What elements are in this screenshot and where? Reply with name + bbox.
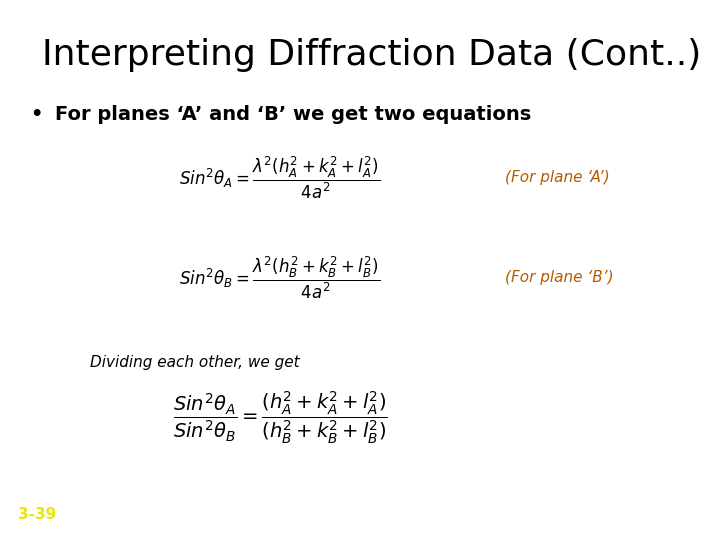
Text: Interpreting Diffraction Data (Cont..): Interpreting Diffraction Data (Cont..) [42,38,701,72]
Text: $Sin^{2}\theta_{A} = \dfrac{\lambda^{2}(h_{A}^{2}+k_{A}^{2}+l_{A}^{2})}{4a^{2}}$: $Sin^{2}\theta_{A} = \dfrac{\lambda^{2}(… [179,155,380,201]
Text: $Sin^{2}\theta_{B} = \dfrac{\lambda^{2}(h_{B}^{2}+k_{B}^{2}+l_{B}^{2})}{4a^{2}}$: $Sin^{2}\theta_{B} = \dfrac{\lambda^{2}(… [179,255,380,301]
Text: Dividing each other, we get: Dividing each other, we get [90,355,300,370]
Text: For planes ‘A’ and ‘B’ we get two equations: For planes ‘A’ and ‘B’ we get two equati… [55,105,531,124]
Text: (For plane ‘A’): (For plane ‘A’) [505,170,610,185]
Text: (For plane ‘B’): (For plane ‘B’) [505,270,613,285]
Text: 3-39: 3-39 [18,507,56,522]
Text: $\dfrac{Sin^{2}\theta_{A}}{Sin^{2}\theta_{B}} = \dfrac{(h_{A}^{2}+k_{A}^{2}+l_{A: $\dfrac{Sin^{2}\theta_{A}}{Sin^{2}\theta… [173,390,387,447]
Text: •: • [30,105,42,124]
